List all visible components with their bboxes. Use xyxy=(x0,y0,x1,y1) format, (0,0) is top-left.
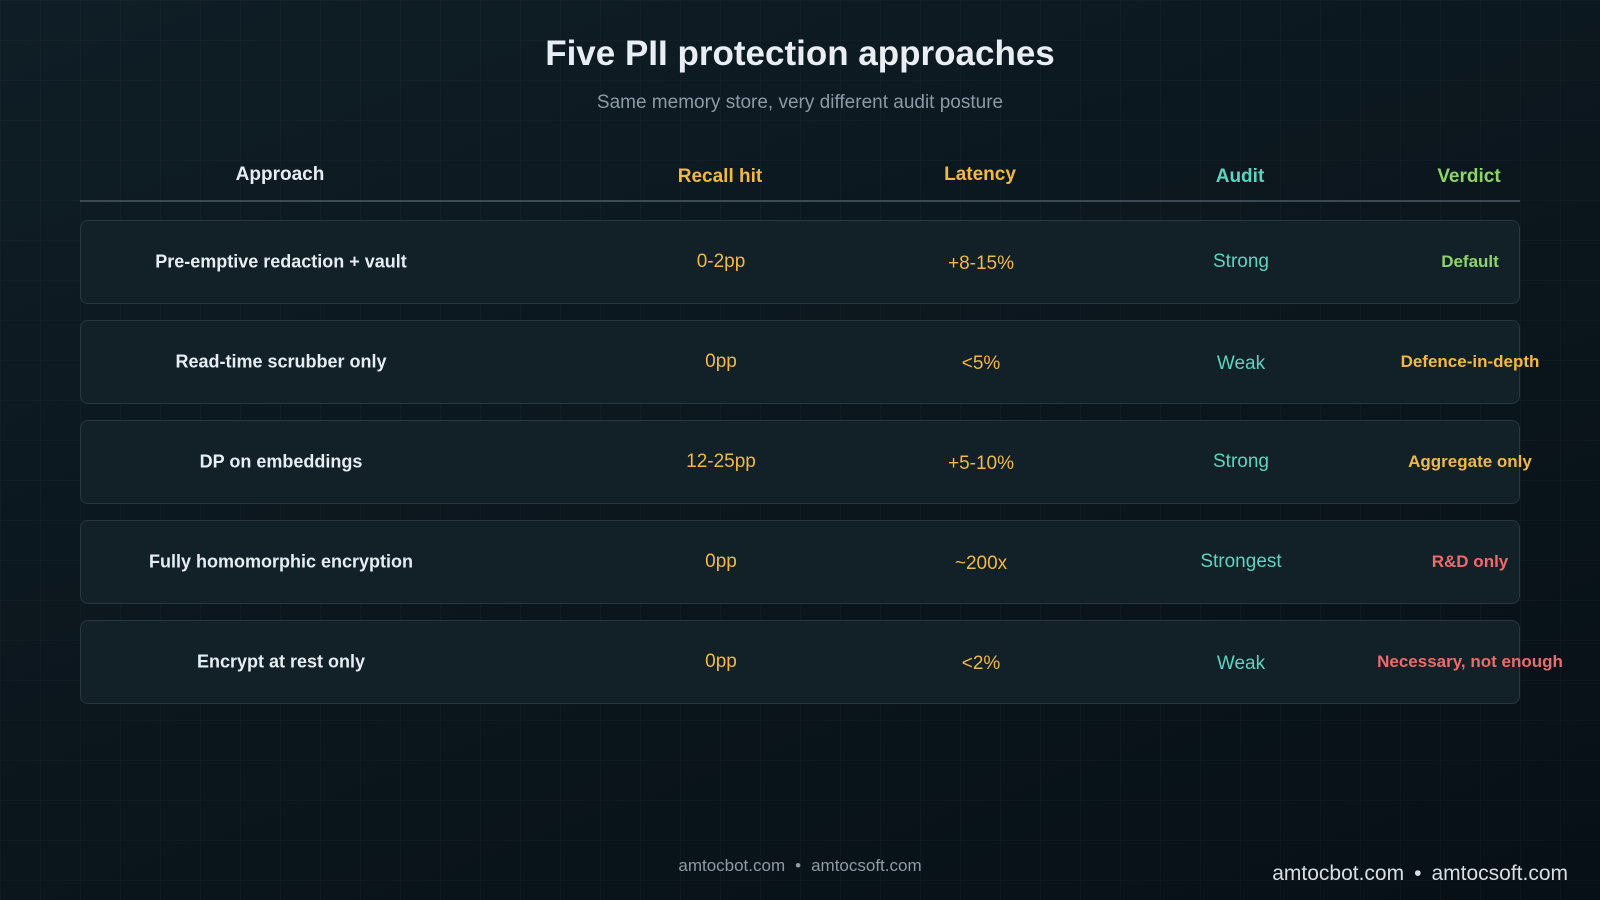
header-recall-hit: Recall hit xyxy=(677,166,763,187)
audit-cell: Strongest xyxy=(1200,551,1282,572)
page-title: Five PII protection approaches xyxy=(545,34,1055,73)
latency-cell: +5-10% xyxy=(947,453,1015,474)
verdict-badge: Default xyxy=(1441,252,1499,271)
table-row: Read-time scrubber only 0pp <5% Weak Def… xyxy=(80,320,1539,404)
footer-separator: • xyxy=(795,856,802,875)
latency-cell: +8-15% xyxy=(947,253,1015,274)
audit-cell: Strong xyxy=(1213,251,1269,272)
page-subtitle: Same memory store, very different audit … xyxy=(596,92,1004,113)
approach-cell: Read-time scrubber only xyxy=(175,351,387,372)
table-row: Pre-emptive redaction + vault 0-2pp +8-1… xyxy=(80,220,1520,304)
approach-cell: Encrypt at rest only xyxy=(196,651,366,672)
footer-link-amtocsoft[interactable]: amtocsoft.com xyxy=(811,856,922,875)
approach-cell: DP on embeddings xyxy=(199,451,363,472)
footer-links: amtocbot.com • amtocsoft.com xyxy=(0,856,1600,876)
header-latency: Latency xyxy=(944,164,1016,185)
watermark-links: amtocbot.com • amtocsoft.com xyxy=(1272,862,1568,886)
table-row: DP on embeddings 12-25pp +5-10% Strong A… xyxy=(80,420,1532,504)
table-row: Fully homomorphic encryption 0pp ~200x S… xyxy=(80,520,1520,604)
watermark-separator: • xyxy=(1414,862,1422,885)
header-verdict: Verdict xyxy=(1437,166,1501,187)
verdict-badge: R&D only xyxy=(1431,552,1509,571)
latency-cell: <2% xyxy=(961,653,1001,674)
verdict-badge: Defence-in-depth xyxy=(1400,352,1540,371)
verdict-badge: Aggregate only xyxy=(1408,452,1532,471)
recall-cell: 0pp xyxy=(705,651,737,672)
recall-cell: 12-25pp xyxy=(686,451,756,472)
verdict-badge: Necessary, not enough xyxy=(1377,652,1563,671)
approach-cell: Fully homomorphic encryption xyxy=(148,551,414,572)
recall-cell: 0-2pp xyxy=(696,251,746,272)
header-audit: Audit xyxy=(1215,166,1265,187)
approach-cell: Pre-emptive redaction + vault xyxy=(155,251,407,272)
audit-cell: Weak xyxy=(1216,353,1266,374)
table-row: Encrypt at rest only 0pp <2% Weak Necess… xyxy=(80,620,1563,704)
recall-cell: 0pp xyxy=(705,351,737,372)
latency-cell: ~200x xyxy=(954,553,1008,574)
footer-link-amtocbot[interactable]: amtocbot.com xyxy=(678,856,786,875)
watermark-link-amtocbot[interactable]: amtocbot.com xyxy=(1272,862,1405,885)
table-header: Approach Recall hit Latency Audit Verdic… xyxy=(80,160,1520,202)
recall-cell: 0pp xyxy=(705,551,737,572)
latency-cell: <5% xyxy=(961,353,1001,374)
header-approach: Approach xyxy=(235,164,325,185)
audit-cell: Weak xyxy=(1216,653,1266,674)
watermark-link-amtocsoft[interactable]: amtocsoft.com xyxy=(1431,862,1568,885)
audit-cell: Strong xyxy=(1213,451,1269,472)
